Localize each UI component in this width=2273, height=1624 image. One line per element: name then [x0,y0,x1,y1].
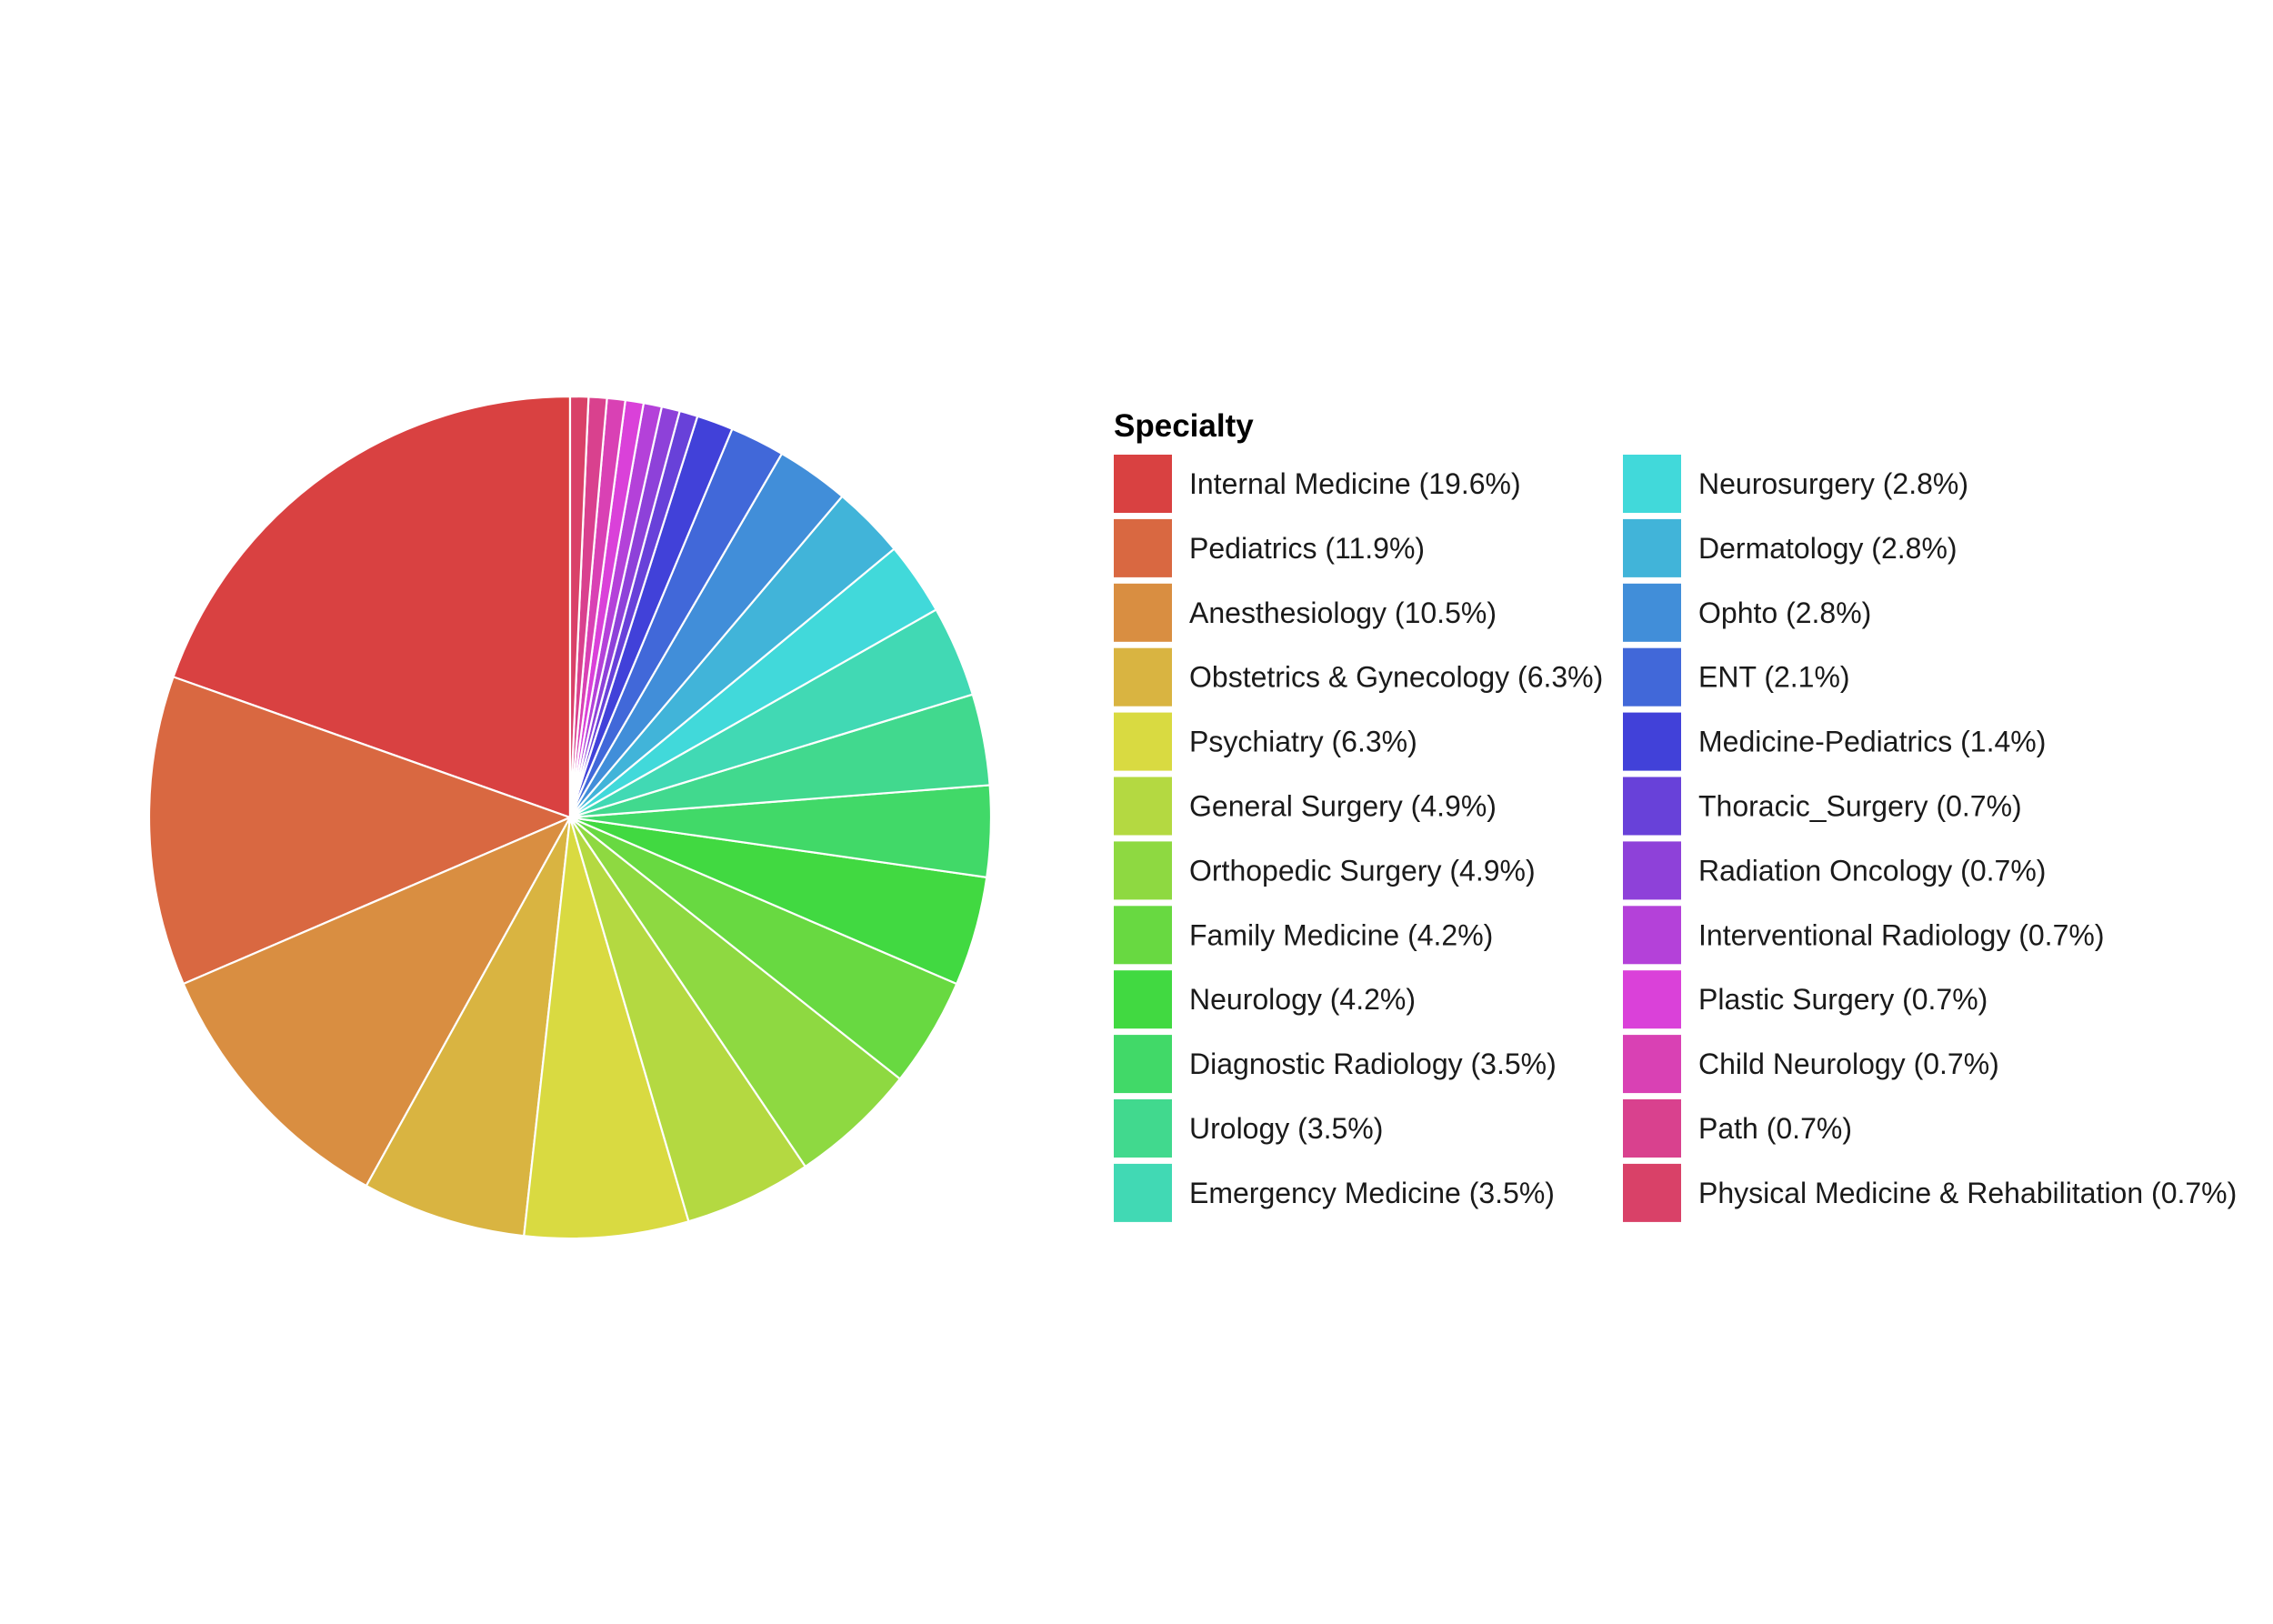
legend-key-10 [1114,1099,1172,1158]
legend-label-21: Child Neurology (0.7%) [1698,1048,1999,1080]
legend-key-0 [1114,455,1172,513]
legend-key-22 [1623,1099,1681,1158]
legend-label-4: Psychiatry (6.3%) [1189,726,1417,758]
legend-label-10: Urology (3.5%) [1189,1112,1383,1145]
legend-label-15: ENT (2.1%) [1698,661,1850,694]
legend-label-7: Family Medicine (4.2%) [1189,918,1493,951]
legend-label-3: Obstetrics & Gynecology (6.3%) [1189,661,1603,694]
legend-label-1: Pediatrics (11.9%) [1189,532,1425,565]
legend-label-14: Ophto (2.8%) [1698,596,1871,629]
legend-key-5 [1114,777,1172,836]
pie-slice-3 [365,816,572,1238]
legend-title: Specialty [1114,408,1254,444]
legend-label-5: General Surgery (4.9%) [1189,790,1497,823]
legend-label-8: Neurology (4.2%) [1189,983,1416,1016]
legend-label-9: Diagnostic Radiology (3.5%) [1189,1048,1557,1080]
pie-slice-0 [172,395,572,819]
legend-key-12 [1623,455,1681,513]
legend-label-20: Plastic Surgery (0.7%) [1698,983,1988,1016]
legend-label-12: Neurosurgery (2.8%) [1698,467,1968,500]
legend-key-14 [1623,583,1681,642]
legend-label-17: Thoracic_Surgery (0.7%) [1698,790,2022,823]
legend-key-15 [1623,647,1681,707]
legend-key-23 [1623,1163,1681,1222]
legend-key-9 [1114,1035,1172,1094]
legend-key-7 [1114,906,1172,965]
legend-label-16: Medicine-Pediatrics (1.4%) [1698,726,2046,758]
legend-key-6 [1114,841,1172,900]
legend-label-13: Dermatology (2.8%) [1698,532,1958,565]
legend-key-21 [1623,1035,1681,1094]
legend-key-16 [1623,712,1681,771]
legend-key-18 [1623,841,1681,900]
legend-key-1 [1114,518,1172,577]
legend-label-6: Orthopedic Surgery (4.9%) [1189,854,1536,887]
legend-key-2 [1114,583,1172,642]
legend-label-19: Interventional Radiology (0.7%) [1698,918,2104,951]
legend-key-3 [1114,647,1172,707]
legend-label-0: Internal Medicine (19.6%) [1189,467,1521,500]
legend-key-19 [1623,906,1681,965]
legend-key-8 [1114,970,1172,1029]
legend-label-11: Emergency Medicine (3.5%) [1189,1177,1555,1209]
legend: Specialty Internal Medicine (19.6%) Pedia… [1114,408,2237,1222]
legend-label-18: Radiation Oncology (0.7%) [1698,854,2046,887]
pie-slice-4 [523,816,690,1240]
pie-slice-1 [147,676,572,986]
pie-slices [147,395,993,1240]
pie-slice-2 [182,816,572,1188]
legend-label-22: Path (0.7%) [1698,1112,1852,1145]
legend-key-11 [1114,1163,1172,1222]
pie-slice-23 [568,395,590,819]
legend-label-2: Anesthesiology (10.5%) [1189,596,1497,629]
legend-key-20 [1623,970,1681,1029]
legend-label-23: Physical Medicine & Rehabilitation (0.7%… [1698,1177,2237,1209]
legend-key-4 [1114,712,1172,771]
legend-key-17 [1623,777,1681,836]
legend-key-13 [1623,518,1681,577]
